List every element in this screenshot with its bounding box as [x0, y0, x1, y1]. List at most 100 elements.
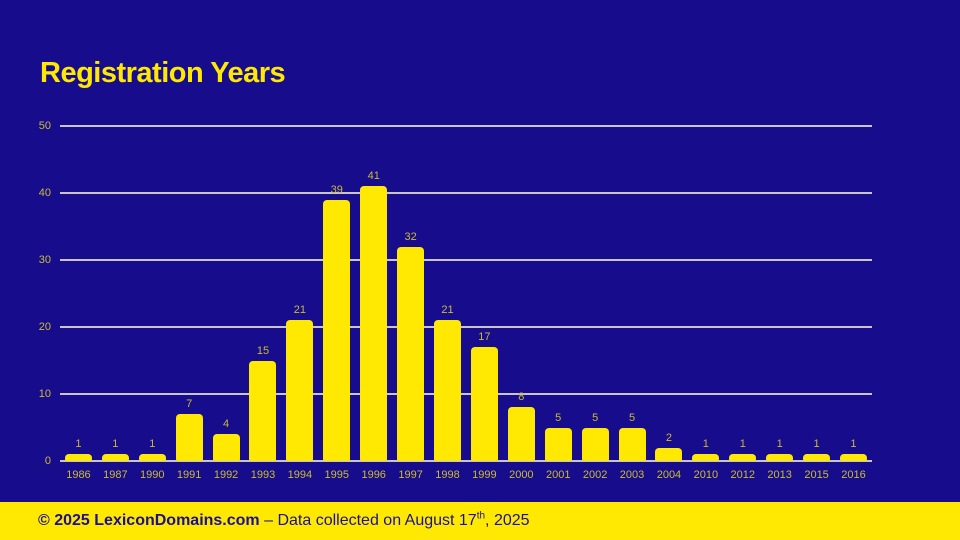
x-axis-tick-label: 2012	[730, 469, 755, 481]
bar	[360, 186, 388, 461]
x-axis-tick-label: 2015	[804, 469, 829, 481]
bar-value-label: 7	[186, 398, 193, 411]
y-axis-tick-label: 30	[38, 254, 51, 266]
bar-slot: 1 2015	[798, 126, 835, 481]
bar	[692, 454, 720, 461]
bar-slot: 1 2010	[687, 126, 724, 481]
bar-value-label: 32	[404, 230, 417, 243]
bar-value-label: 2	[665, 431, 673, 444]
bar-value-label: 5	[555, 411, 562, 424]
bar-value-label: 1	[702, 438, 709, 451]
bar	[249, 360, 277, 461]
bar	[729, 454, 757, 461]
bar	[64, 454, 92, 461]
x-axis-tick-label: 2016	[841, 469, 866, 481]
bar-slot: 1 1987	[97, 126, 134, 481]
bar-slot: 8 2000	[503, 126, 540, 481]
bar-slot: 32 1997	[392, 126, 429, 481]
footer-separator: –	[259, 512, 278, 529]
y-axis-tick-label: 40	[38, 187, 51, 199]
x-axis-tick-label: 1987	[103, 469, 128, 481]
x-axis-tick-label: 1996	[361, 469, 386, 481]
bar	[655, 447, 683, 461]
x-axis-tick-label: 2002	[582, 469, 608, 481]
footer-bar: © 2025 LexiconDomains.com – Data collect…	[0, 502, 960, 540]
x-axis-tick-label: 1993	[250, 469, 276, 481]
bar-slot: 7 1991	[171, 126, 208, 481]
x-axis-tick-label: 1994	[287, 469, 313, 481]
bar	[544, 427, 572, 461]
bar-slot: 1 2013	[761, 126, 798, 481]
x-axis-tick-label: 2013	[767, 469, 792, 481]
gridline: 10	[39, 388, 872, 400]
x-axis-tick-label: 2003	[619, 469, 645, 481]
gridline: 40	[39, 187, 872, 199]
footer-collected-tail: , 2025	[485, 512, 530, 529]
x-axis-tick-label: 2000	[509, 469, 534, 481]
bar	[803, 454, 831, 461]
bar-slot: 17 1999	[466, 126, 503, 481]
bar-value-label: 15	[256, 344, 270, 357]
chart-title: Registration Years	[40, 57, 286, 89]
y-axis-tick-label: 10	[38, 388, 51, 400]
gridline: 0	[45, 455, 872, 467]
x-axis-tick-label: 1995	[324, 469, 350, 481]
bar	[175, 414, 203, 461]
y-axis-tick-label: 50	[38, 120, 51, 132]
bar	[581, 427, 609, 461]
bar	[286, 320, 314, 461]
bar-value-label: 8	[518, 391, 525, 404]
bar	[101, 454, 129, 461]
bar-value-label: 1	[112, 438, 119, 451]
bar-value-label: 5	[628, 411, 636, 424]
bar	[397, 246, 425, 461]
x-axis-tick-label: 1997	[398, 469, 423, 481]
x-axis-tick-label: 1999	[472, 469, 497, 481]
bar-slot: 21 1998	[429, 126, 466, 481]
footer-copyright: © 2025 LexiconDomains.com	[38, 512, 260, 529]
bar-value-label: 41	[367, 170, 380, 183]
bar	[212, 434, 240, 461]
x-axis-tick-label: 2004	[656, 469, 682, 481]
bar-slot: 39 1995	[318, 126, 355, 481]
bar	[507, 407, 535, 461]
bar-value-label: 4	[223, 418, 230, 431]
bar-value-label: 1	[850, 438, 857, 451]
x-axis-tick-label: 1992	[213, 469, 239, 481]
bars-row: 1 1986 1 1987 1 1990 7 1991 4 1992 15 1993 21 1994 39 1…	[60, 126, 872, 481]
bar-value-label: 21	[293, 304, 307, 317]
bar	[618, 427, 646, 461]
bar-slot: 5 2001	[540, 126, 577, 481]
y-axis-tick-label: 20	[38, 321, 51, 333]
bar-slot: 1 2016	[835, 126, 872, 481]
x-axis-tick-label: 1990	[140, 469, 165, 481]
bar	[766, 454, 794, 461]
bar	[839, 454, 867, 461]
bar-value-label: 1	[813, 438, 820, 451]
bar-slot: 2 2004	[651, 126, 688, 481]
footer-collected-text: Data collected on August 17	[277, 512, 477, 529]
bar-value-label: 1	[776, 438, 783, 451]
x-axis-tick-label: 2010	[693, 469, 719, 481]
bar-slot: 15 1993	[245, 126, 282, 481]
bar	[323, 199, 351, 461]
bar-slot: 5 2002	[577, 126, 614, 481]
x-axis-tick-label: 1998	[435, 469, 460, 481]
bar	[470, 347, 498, 461]
bar-slot: 4 1992	[208, 126, 245, 481]
bar-value-label: 17	[478, 331, 491, 344]
bar-slot: 41 1996	[355, 126, 392, 481]
bar-slot: 1 1990	[134, 126, 171, 481]
bar	[434, 320, 462, 461]
bar	[138, 454, 166, 461]
footer-ordinal-suffix: th	[476, 510, 486, 522]
bar-value-label: 1	[739, 438, 746, 451]
bar-value-label: 1	[75, 438, 82, 451]
bar-slot: 21 1994	[281, 126, 318, 481]
gridline: 20	[39, 321, 872, 333]
x-axis-tick-label: 1991	[176, 469, 202, 481]
x-axis-tick-label: 2001	[545, 469, 571, 481]
bar-slot: 1 2012	[724, 126, 761, 481]
bar-slot: 1 1986	[60, 126, 97, 481]
